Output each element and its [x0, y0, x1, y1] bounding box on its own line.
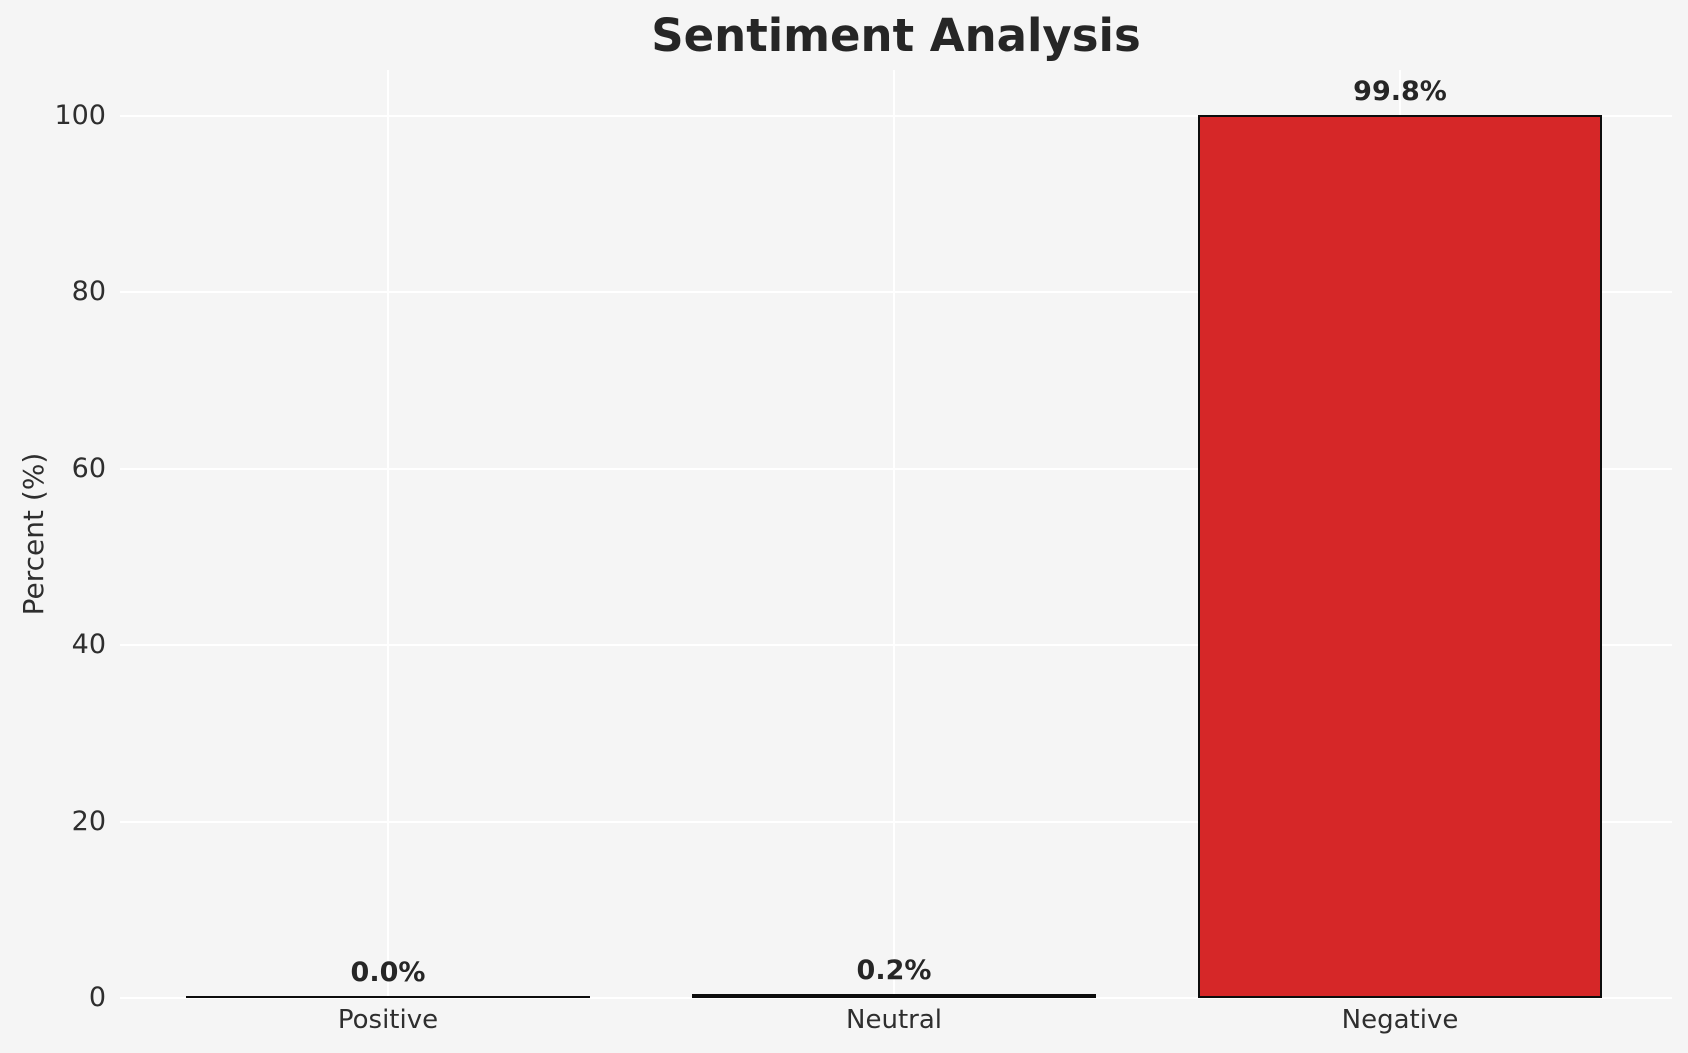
bar-positive [186, 995, 590, 998]
bar-negative [1198, 115, 1602, 998]
chart-title: Sentiment Analysis [651, 9, 1141, 62]
y-tick-label-0: 0 [88, 982, 106, 1013]
y-tick-label-100: 100 [54, 100, 106, 131]
v-gridline-neutral [893, 70, 895, 998]
h-gridline-80 [120, 291, 1672, 294]
v-gridline-positive [387, 70, 389, 998]
bar-value-label-positive: 0.0% [350, 956, 426, 988]
y-tick-label-60: 60 [71, 452, 106, 484]
bar-value-label-neutral: 0.2% [856, 955, 932, 987]
h-gridline-20 [120, 820, 1672, 823]
y-tick-label-40: 40 [71, 629, 106, 661]
h-gridline-0 [120, 997, 1672, 999]
bar-neutral [692, 994, 1096, 998]
x-tick-label-neutral: Neutral [846, 1005, 942, 1035]
bar-value-label-negative: 99.8% [1353, 76, 1447, 108]
h-gridline-40 [120, 644, 1672, 647]
h-gridline-60 [120, 467, 1672, 470]
h-gridline-100 [120, 115, 1672, 117]
x-tick-label-negative: Negative [1341, 1005, 1459, 1035]
y-tick-label-20: 20 [71, 805, 106, 837]
y-tick-label-80: 80 [71, 276, 106, 308]
x-tick-label-positive: Positive [337, 1005, 439, 1035]
